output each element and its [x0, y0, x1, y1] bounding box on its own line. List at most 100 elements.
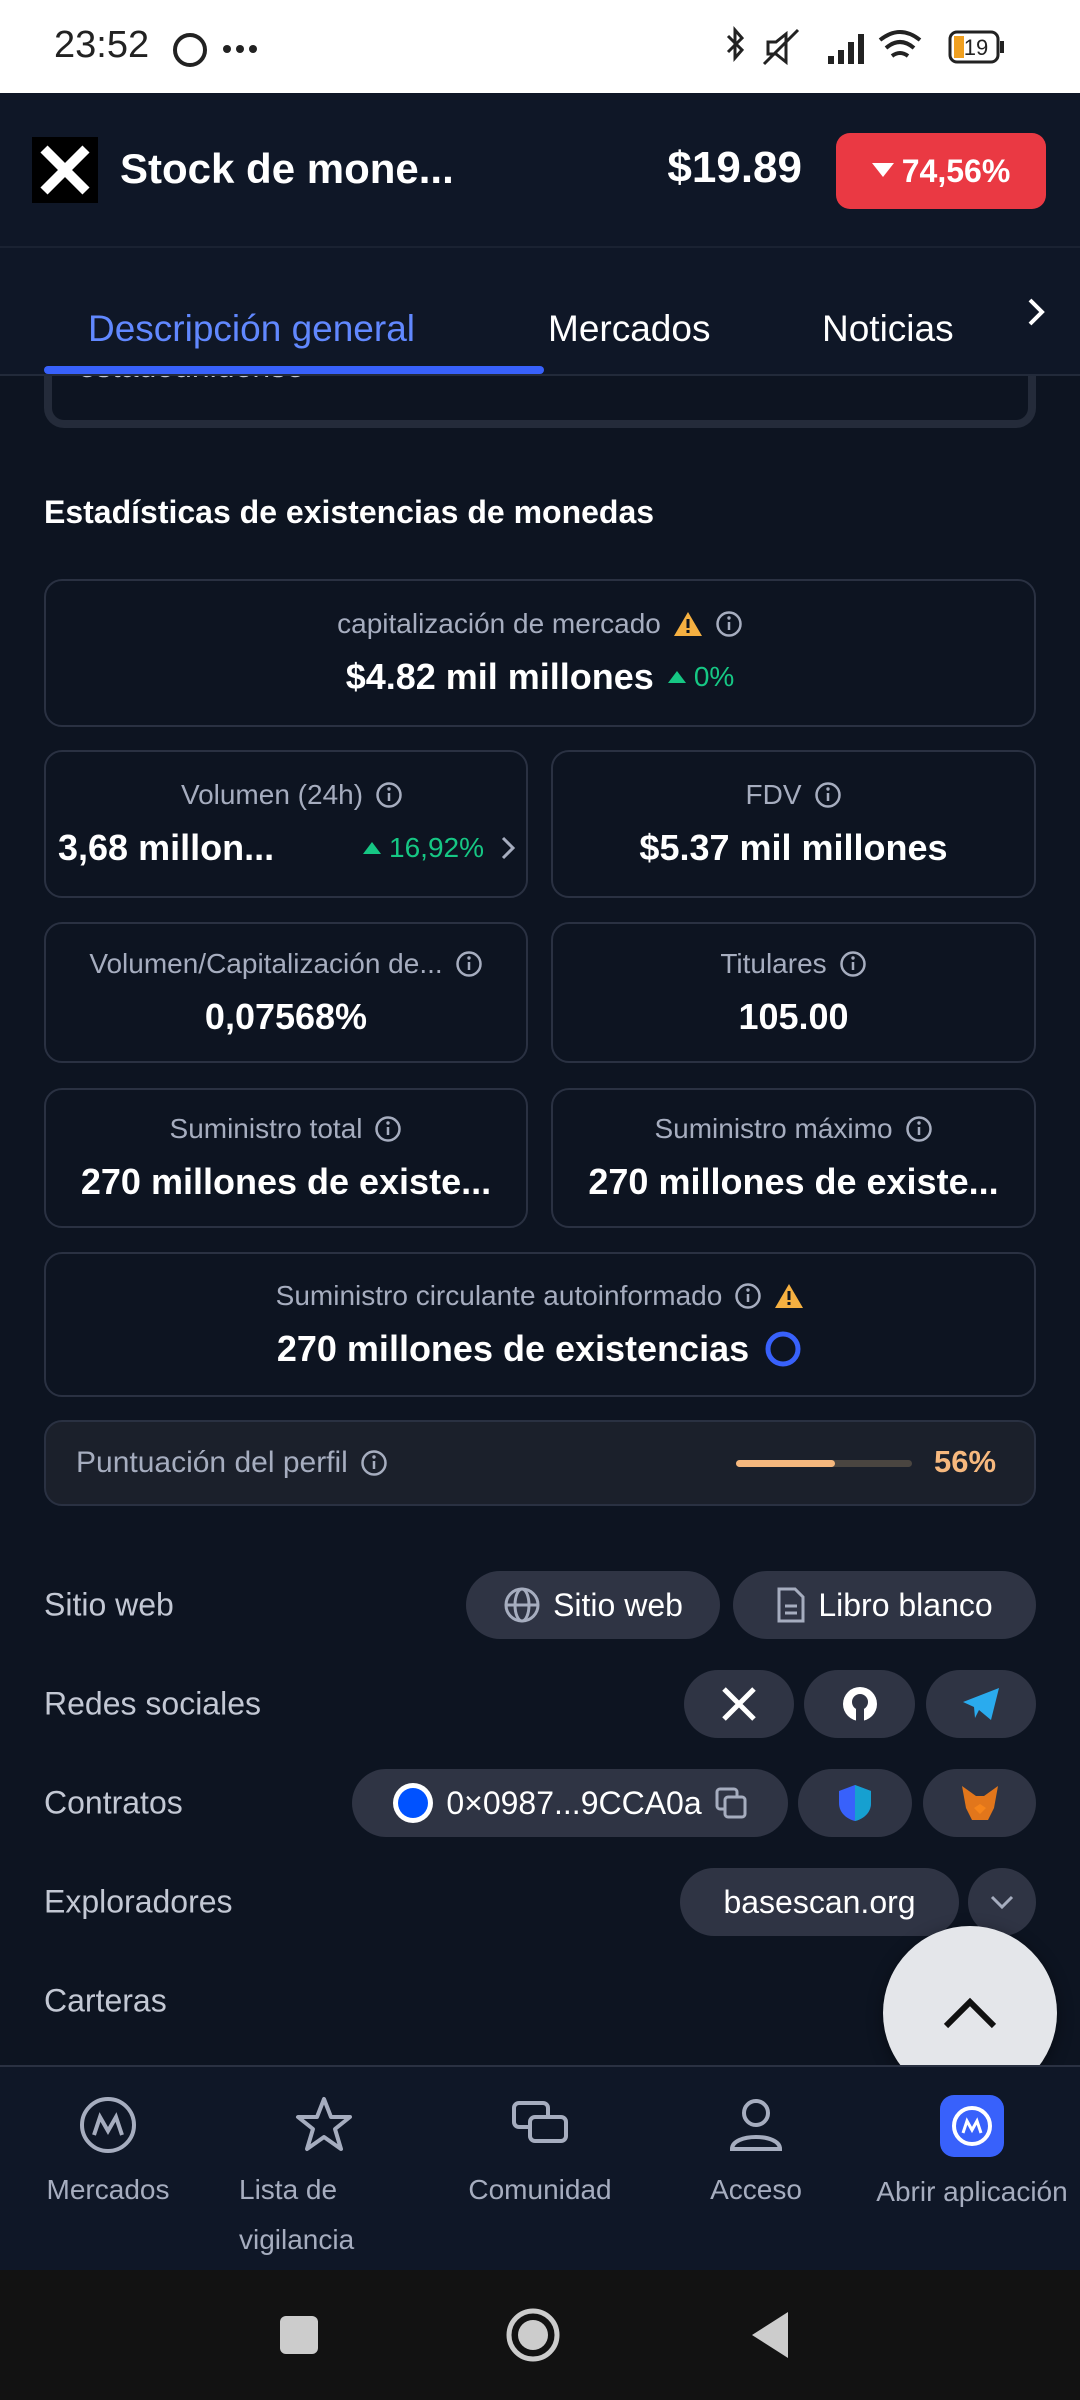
stat-value: $4.82 mil millones	[345, 656, 654, 697]
stat-value: 3,68 millon...	[58, 827, 275, 868]
info-icon[interactable]	[375, 781, 403, 809]
stat-card: Volumen/Capitalización de... 0,07568%	[44, 922, 528, 1063]
tab[interactable]: Descripción general	[88, 308, 416, 349]
stat-label: FDV	[745, 779, 802, 810]
info-glyph	[916, 1121, 921, 1125]
info-icon[interactable]	[839, 950, 867, 978]
shield-button[interactable]	[798, 1769, 912, 1837]
info-icon[interactable]	[905, 1115, 933, 1143]
shield-icon	[839, 1785, 871, 1821]
time: 23:52	[54, 24, 150, 66]
nav-item[interactable]: Comunidad	[432, 2067, 648, 2270]
nav-icon	[296, 2097, 352, 2151]
explorer-button[interactable]: basescan.org	[680, 1868, 959, 1936]
copy-icon[interactable]	[714, 1786, 748, 1820]
button-text: basescan.org	[723, 1883, 916, 1920]
coin-header: Stock de mone... $19.89 74,56%	[0, 93, 1080, 248]
github-icon	[842, 1687, 877, 1721]
score-value: 56%	[934, 1444, 997, 1479]
recents-button[interactable]	[278, 2314, 320, 2356]
website-button[interactable]: Sitio web	[466, 1571, 720, 1639]
info-icon[interactable]	[814, 781, 842, 809]
stat-label: Suministro máximo	[654, 1113, 893, 1144]
stat-label: Volumen (24h)	[180, 779, 364, 810]
stat-card: capitalización de mercado $4.82 mil mill…	[44, 579, 1036, 727]
tab-bar: Descripción general Mercados Noticias	[0, 248, 1080, 376]
profile-score: Puntuación del perfil 56%	[44, 1420, 1036, 1506]
nav-label: Abrir aplicación	[876, 2176, 1068, 2207]
bottom-nav: Mercados Lista de vigilancia Comunidad A…	[0, 2065, 1080, 2270]
nav-icon	[940, 2095, 1004, 2157]
nav-label: Lista de vigilancia	[239, 2174, 355, 2255]
info-glyph	[735, 1282, 762, 1309]
nav-icon	[512, 2101, 568, 2143]
coin-logo	[32, 137, 98, 203]
info-icon[interactable]	[374, 1115, 402, 1143]
nav-icon	[80, 2097, 136, 2153]
info-icon[interactable]	[715, 610, 743, 638]
score-label: Puntuación del perfil	[76, 1446, 348, 1479]
info-glyph	[839, 950, 866, 977]
telegram-button[interactable]	[926, 1670, 1036, 1738]
chain-icon	[393, 1783, 434, 1823]
info-icon[interactable]	[734, 1282, 762, 1310]
row-label: Sitio web	[44, 1586, 174, 1623]
row-label: Contratos	[44, 1784, 183, 1821]
row-label: Exploradores	[44, 1883, 233, 1920]
stat-label: Suministro circulante autoinformado	[275, 1279, 723, 1311]
stat-label: Suministro total	[169, 1113, 363, 1144]
info-glyph	[825, 787, 830, 791]
x-button[interactable]	[684, 1670, 794, 1738]
nav-item[interactable]: Mercados	[0, 2067, 216, 2270]
document-icon	[777, 1587, 805, 1623]
tab[interactable]: Noticias	[822, 308, 954, 349]
previous-text: estadounidense	[78, 376, 304, 385]
nav-icon	[729, 2099, 783, 2151]
button-text: Libro blanco	[818, 1586, 993, 1623]
home-button[interactable]	[505, 2307, 561, 2363]
info-glyph	[386, 1121, 391, 1125]
nav-label: Acceso	[710, 2174, 802, 2205]
more-icon	[223, 45, 257, 53]
stat-card[interactable]: Volumen (24h) 3,68 millon... 16,92%	[44, 750, 528, 898]
info-glyph	[466, 955, 471, 960]
previous-card: estadounidense	[44, 376, 1036, 428]
stat-change: 0%	[693, 661, 735, 692]
tab-next[interactable]	[1022, 294, 1052, 330]
stat-label: Titulares	[720, 947, 827, 979]
status-bar: 23:52 19	[0, 0, 1080, 93]
contract-address: 0×0987...9CCA0a	[446, 1784, 702, 1821]
nav-item[interactable]: Lista de vigilancia	[216, 2067, 432, 2270]
warning-icon	[775, 1283, 804, 1308]
stat-value: $5.37 mil millones	[639, 827, 948, 868]
info-icon[interactable]	[455, 950, 483, 978]
nav-item[interactable]: Abrir aplicación	[864, 2067, 1080, 2270]
back-button[interactable]	[748, 2310, 792, 2360]
telegram-icon	[963, 1688, 999, 1720]
warning-icon	[673, 612, 702, 636]
whitepaper-button[interactable]: Libro blanco	[733, 1571, 1036, 1639]
info-glyph	[455, 950, 482, 977]
section-title: Estadísticas de existencias de monedas	[44, 494, 655, 530]
info-glyph	[361, 1450, 387, 1476]
verified-ring	[765, 1331, 801, 1366]
explorer-dropdown[interactable]	[968, 1868, 1036, 1936]
nav-label: Mercados	[46, 2174, 170, 2205]
contract-button[interactable]: 0×0987...9CCA0a	[352, 1769, 788, 1837]
github-button[interactable]	[804, 1670, 915, 1738]
tab[interactable]: Mercados	[548, 308, 711, 349]
tab-fade	[960, 248, 1080, 374]
info-icon[interactable]	[360, 1449, 388, 1477]
stat-card: Titulares 105.00	[551, 922, 1036, 1063]
nav-item[interactable]: Acceso	[648, 2067, 864, 2270]
status-icons: 19	[726, 26, 1004, 66]
button-text: Sitio web	[553, 1586, 683, 1623]
score-track	[736, 1460, 912, 1467]
info-glyph	[376, 782, 402, 808]
stat-value: 270 millones de existencias	[276, 1327, 750, 1369]
metamask-button[interactable]	[923, 1769, 1036, 1837]
price: $19.89	[667, 143, 802, 192]
stat-label: Volumen/Capitalización de...	[89, 947, 443, 979]
globe-icon	[504, 1587, 540, 1623]
